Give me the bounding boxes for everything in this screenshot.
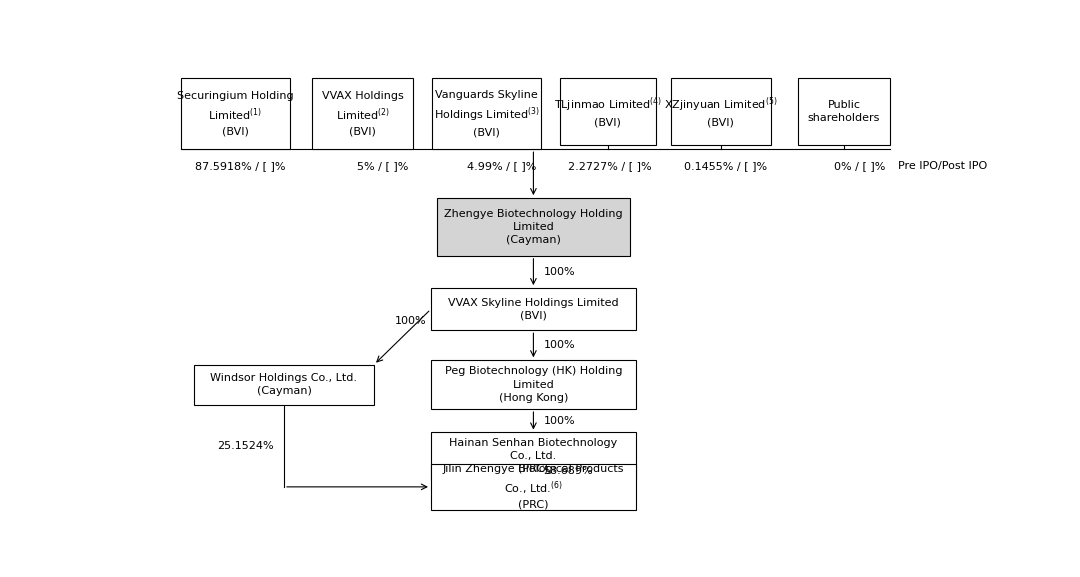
Bar xyxy=(431,288,636,330)
Text: Windsor Holdings Co., Ltd.
(Cayman): Windsor Holdings Co., Ltd. (Cayman) xyxy=(211,373,357,396)
Text: VVAX Skyline Holdings Limited
(BVI): VVAX Skyline Holdings Limited (BVI) xyxy=(448,298,619,321)
Bar xyxy=(432,78,541,149)
Text: 5% / [ ]%: 5% / [ ]% xyxy=(357,161,408,171)
Text: Public
shareholders: Public shareholders xyxy=(808,100,880,123)
Text: 100%: 100% xyxy=(543,416,575,426)
Text: 58.689%: 58.689% xyxy=(543,466,593,477)
Bar xyxy=(194,365,374,404)
Bar xyxy=(431,360,636,409)
Bar xyxy=(559,78,656,145)
Text: Jilin Zhengye Biological Products
Co., Ltd.$^{(6)}$
(PRC): Jilin Zhengye Biological Products Co., L… xyxy=(443,464,624,510)
Bar xyxy=(312,78,413,149)
Text: TLjinmao Limited$^{(4)}$
(BVI): TLjinmao Limited$^{(4)}$ (BVI) xyxy=(554,96,662,128)
Text: Pre IPO/Post IPO: Pre IPO/Post IPO xyxy=(899,161,987,171)
Text: Peg Biotechnology (HK) Holding
Limited
(Hong Kong): Peg Biotechnology (HK) Holding Limited (… xyxy=(445,366,622,403)
Text: 100%: 100% xyxy=(543,267,575,277)
Text: Vanguards Skyline
Holdings Limited$^{(3)}$
(BVI): Vanguards Skyline Holdings Limited$^{(3)… xyxy=(434,90,539,137)
Text: 100%: 100% xyxy=(395,316,427,326)
Text: Hainan Senhan Biotechnology
Co., Ltd.
(PRC): Hainan Senhan Biotechnology Co., Ltd. (P… xyxy=(449,437,618,474)
Bar xyxy=(671,78,771,145)
Text: Zhengye Biotechnology Holding
Limited
(Cayman): Zhengye Biotechnology Holding Limited (C… xyxy=(444,209,623,245)
Text: 100%: 100% xyxy=(543,340,575,350)
Text: 25.1524%: 25.1524% xyxy=(217,441,274,451)
Text: 4.99% / [ ]%: 4.99% / [ ]% xyxy=(468,161,537,171)
Bar xyxy=(181,78,289,149)
Text: Securingium Holding
Limited$^{(1)}$
(BVI): Securingium Holding Limited$^{(1)}$ (BVI… xyxy=(177,91,294,136)
Text: XZjinyuan Limited$^{(5)}$
(BVI): XZjinyuan Limited$^{(5)}$ (BVI) xyxy=(664,96,778,128)
Text: 2.2727% / [ ]%: 2.2727% / [ ]% xyxy=(568,161,652,171)
Text: 0% / [ ]%: 0% / [ ]% xyxy=(835,161,886,171)
Bar xyxy=(798,78,890,145)
Bar xyxy=(437,198,630,256)
Bar xyxy=(431,432,636,479)
Text: VVAX Holdings
Limited$^{(2)}$
(BVI): VVAX Holdings Limited$^{(2)}$ (BVI) xyxy=(322,91,404,136)
Bar xyxy=(431,463,636,510)
Text: 0.1455% / [ ]%: 0.1455% / [ ]% xyxy=(684,161,767,171)
Text: 87.5918% / [ ]%: 87.5918% / [ ]% xyxy=(195,161,285,171)
